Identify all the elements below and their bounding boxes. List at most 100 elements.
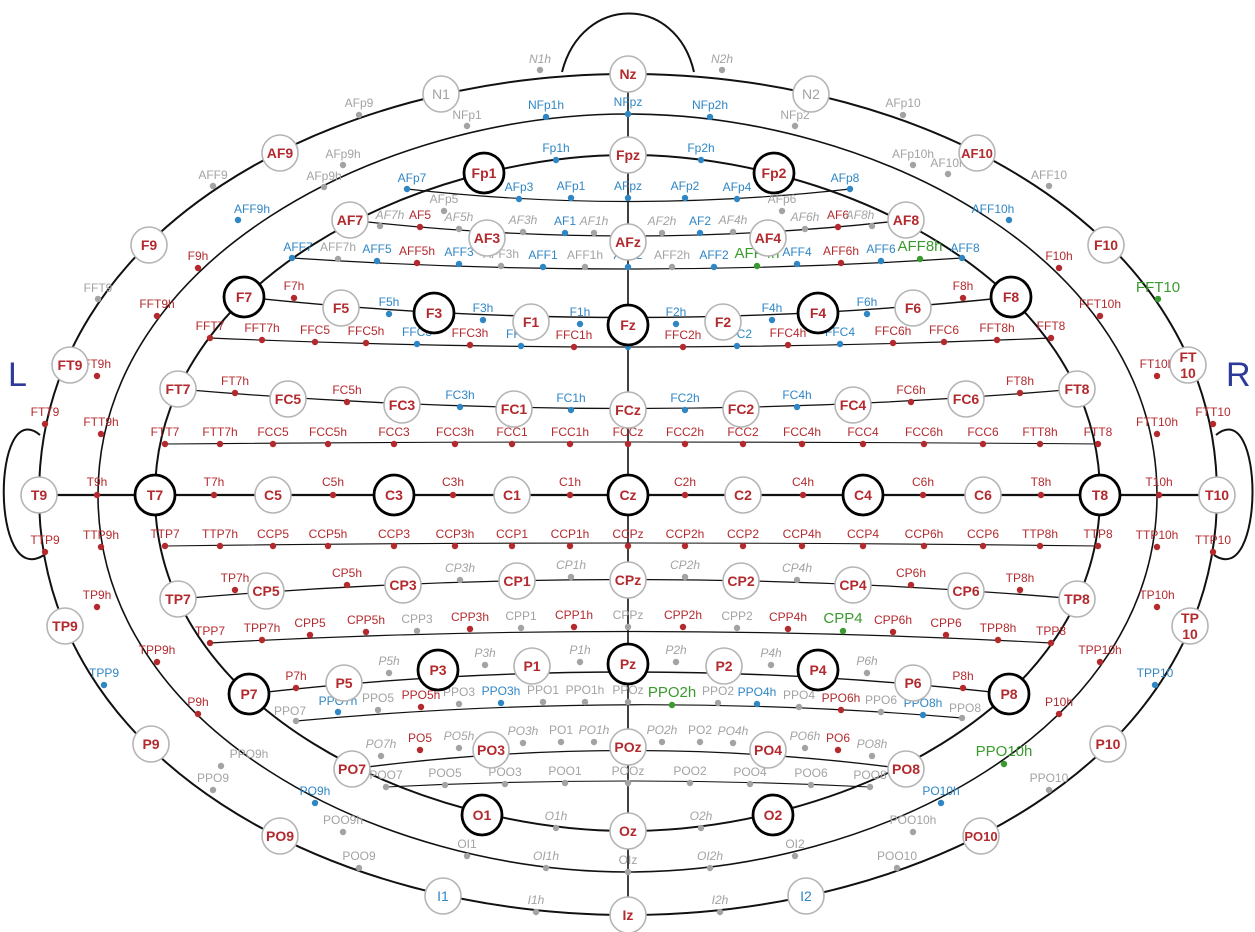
electrode-label: CPP4h	[769, 610, 807, 624]
electrode-label: PPO9h	[230, 747, 269, 761]
electrode-label: FT8h	[1006, 374, 1034, 388]
electrode-dot	[893, 864, 901, 872]
electrode-dot	[1016, 389, 1024, 397]
electrode-p2h: P2h	[665, 643, 687, 666]
electrode-dot	[1036, 440, 1044, 448]
electrode-label: TP9	[52, 618, 78, 634]
electrode-label: FFT7h	[244, 321, 279, 335]
electrode-circle	[887, 750, 925, 788]
electrode-label: C3h	[442, 475, 464, 489]
electrode-fc2: FC2	[722, 390, 760, 428]
electrode-dot	[292, 684, 300, 692]
electrode-dot	[624, 194, 632, 202]
electrode-dot	[767, 661, 775, 669]
electrode-ffc1h: FFC1h	[556, 328, 592, 351]
electrode-aff1h: AFF1h	[567, 248, 603, 271]
electrode-label: F1	[523, 314, 540, 330]
electrode-label: FCC3	[378, 425, 410, 439]
electrode-aff7: AFF7	[283, 240, 313, 262]
electrode-label: N2	[802, 86, 820, 102]
electrode-dot	[672, 658, 680, 666]
electrode-poo9: POO9	[342, 849, 376, 872]
electrode-cp6h: CP6h	[896, 566, 926, 589]
electrode-fc5h: FC5h	[332, 383, 362, 406]
electrode-c4: C4	[841, 473, 885, 517]
electrode-fcc5: FCC5	[257, 425, 289, 448]
electrode-cpp2h: CPP2h	[664, 608, 702, 631]
electrode-circle	[609, 812, 647, 850]
electrode-circle	[722, 390, 760, 428]
electrode-dot	[570, 343, 578, 351]
electrode-label: FC2h	[670, 391, 699, 405]
electrode-dot	[497, 262, 505, 270]
electrode-cpp5h: CPP5h	[347, 613, 385, 636]
electrode-t8h: T8h	[1031, 475, 1051, 499]
electrode-afp4: AFp4	[723, 180, 752, 203]
electrode-label: AFp10h	[892, 147, 934, 161]
electrode-dot	[784, 341, 792, 349]
electrode-po1h: PO1h	[579, 723, 610, 746]
electrode-poo2: POO2	[673, 764, 707, 787]
electrode-ftt8: FTT8	[1084, 425, 1113, 448]
electrode-p8: P8	[987, 672, 1031, 716]
electrode-label: P10	[1096, 736, 1121, 752]
electrode-circle	[261, 134, 299, 172]
electrode-nfp1: NFp1	[452, 108, 482, 130]
contour-line	[1213, 428, 1254, 560]
electrode-ftt7h: FTT7h	[202, 425, 238, 448]
electrode-dot	[729, 739, 737, 747]
electrode-dot	[440, 207, 448, 215]
electrode-label: CP4	[839, 577, 866, 593]
electrode-dot	[94, 295, 102, 303]
electrode-fp1h: Fp1h	[542, 141, 570, 164]
electrode-label: P2	[715, 658, 732, 674]
electrode-dot	[269, 440, 277, 448]
electrode-label: N2h	[711, 52, 733, 66]
electrode-dot	[807, 781, 815, 789]
electrode-label: AF1h	[579, 214, 609, 228]
electrode-dot	[1037, 491, 1045, 499]
electrode-label: F3h	[473, 301, 494, 315]
electrode-label: Fp2h	[687, 141, 714, 155]
electrode-po10: PO10	[962, 817, 1000, 855]
electrode-dot	[859, 542, 867, 550]
electrode-nfp2h: NFp2h	[692, 98, 728, 121]
electrode-o2: O2	[751, 793, 795, 837]
electrode-label: C5	[264, 487, 282, 503]
electrode-circle	[887, 201, 925, 239]
electrode-po10h: PO10h	[922, 784, 960, 807]
electrode-label: P5h	[378, 654, 400, 668]
electrode-po5: PO5	[408, 731, 432, 754]
electrode-label: CCP6h	[905, 527, 944, 541]
electrode-t9: T9	[20, 476, 58, 514]
electrode-dot	[481, 661, 489, 669]
electrode-dot	[552, 156, 560, 164]
electrode-dot	[373, 257, 381, 265]
electrode-p6: P6	[894, 664, 932, 702]
electrode-dot	[940, 338, 948, 346]
electrode-c2: C2	[724, 476, 762, 514]
electrode-label: F2h	[666, 305, 687, 319]
electrode-p2: P2	[705, 647, 743, 685]
electrode-dot	[791, 852, 799, 860]
electrode-label: Oz	[619, 823, 637, 839]
electrode-label: AF3h	[508, 213, 538, 227]
electrode-label: CCPz	[612, 527, 643, 541]
electrode-label: AFF9	[198, 168, 228, 182]
contour-line	[561, 12, 695, 73]
electrode-dot	[451, 440, 459, 448]
electrode-label: CP6h	[896, 566, 926, 580]
electrode-label: F3	[426, 305, 443, 321]
electrode-label: CCP3	[378, 527, 410, 541]
electrode-ccpz: CCPz	[612, 527, 644, 550]
electrode-label: P9h	[187, 695, 208, 709]
electrode-dot	[497, 699, 505, 707]
electrode-label: FTT8h	[1022, 425, 1057, 439]
electrode-label: Iz	[623, 907, 634, 923]
electrode-c1: C1	[493, 476, 531, 514]
electrode-label: AF10h	[930, 156, 965, 170]
electrode-pooz: POOz	[612, 764, 644, 787]
electrode-label: F7h	[284, 279, 305, 293]
electrode-ppo5h: PPO5h	[402, 688, 440, 711]
electrode-label: TP7h	[221, 571, 250, 585]
